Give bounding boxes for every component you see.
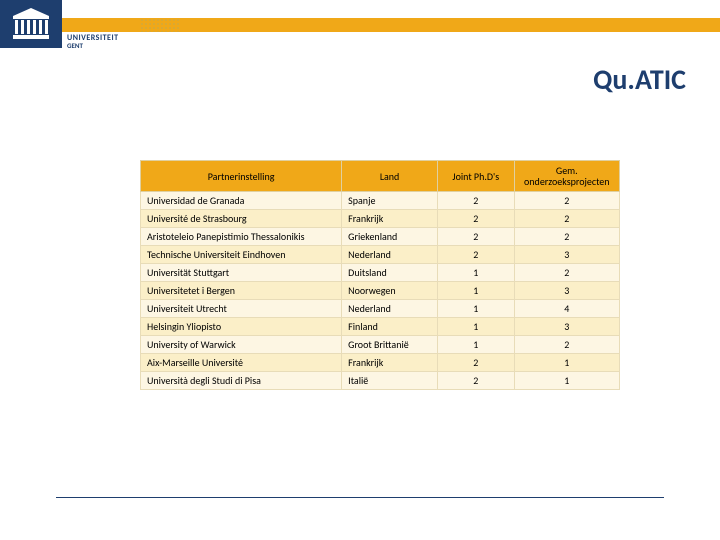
- table-row: Helsingin YliopistoFinland13: [141, 318, 620, 336]
- col-projects: Gem.onderzoeksprojecten: [514, 161, 619, 192]
- table-cell: 2: [514, 210, 619, 228]
- footer-rule: [56, 497, 664, 498]
- table-cell: Griekenland: [342, 228, 438, 246]
- table-cell: Università degli Studi di Pisa: [141, 372, 342, 390]
- table-row: University of WarwickGroot Brittanië12: [141, 336, 620, 354]
- table-cell: Aix-Marseille Université: [141, 354, 342, 372]
- table-cell: Universität Stuttgart: [141, 264, 342, 282]
- page-title: Qu.ATIC: [593, 62, 686, 97]
- logo-badge: [0, 0, 62, 48]
- table-cell: Nederland: [342, 300, 438, 318]
- table-cell: 2: [437, 354, 514, 372]
- table-cell: 2: [437, 372, 514, 390]
- building-icon: [9, 6, 53, 42]
- table-cell: Finland: [342, 318, 438, 336]
- table-row: Universitetet i BergenNoorwegen13: [141, 282, 620, 300]
- table-cell: Noorwegen: [342, 282, 438, 300]
- table-cell: 2: [437, 228, 514, 246]
- table-row: Universiteit UtrechtNederland14: [141, 300, 620, 318]
- table-cell: 2: [437, 192, 514, 210]
- dot-pattern: [140, 18, 180, 32]
- table-row: Université de StrasbourgFrankrijk22: [141, 210, 620, 228]
- table-cell: 1: [437, 264, 514, 282]
- table-cell: Universitetet i Bergen: [141, 282, 342, 300]
- table-cell: Italië: [342, 372, 438, 390]
- partners-table: Partnerinstelling Land Joint Ph.D's Gem.…: [140, 160, 620, 390]
- table-row: Universität StuttgartDuitsland12: [141, 264, 620, 282]
- logo-text: UNIVERSITEIT GENT: [67, 0, 119, 49]
- table-cell: Aristoteleio Panepistimio Thessalonikis: [141, 228, 342, 246]
- table-row: Aristoteleio Panepistimio ThessalonikisG…: [141, 228, 620, 246]
- table-row: Universidad de GranadaSpanje22: [141, 192, 620, 210]
- content: Partnerinstelling Land Joint Ph.D's Gem.…: [140, 160, 620, 390]
- col-partner: Partnerinstelling: [141, 161, 342, 192]
- header: UNIVERSITEIT GENT: [0, 0, 720, 48]
- table-cell: Helsingin Yliopisto: [141, 318, 342, 336]
- table-cell: 1: [437, 282, 514, 300]
- table-cell: 1: [514, 372, 619, 390]
- table-cell: Spanje: [342, 192, 438, 210]
- col-phd: Joint Ph.D's: [437, 161, 514, 192]
- table-cell: 2: [514, 336, 619, 354]
- table-cell: Duitsland: [342, 264, 438, 282]
- table-cell: Université de Strasbourg: [141, 210, 342, 228]
- table-cell: 3: [514, 282, 619, 300]
- table-cell: Frankrijk: [342, 354, 438, 372]
- table-cell: Nederland: [342, 246, 438, 264]
- table-cell: 2: [437, 246, 514, 264]
- table-cell: Groot Brittanië: [342, 336, 438, 354]
- logo: UNIVERSITEIT GENT: [0, 0, 140, 48]
- table-cell: 1: [437, 318, 514, 336]
- table-cell: 3: [514, 246, 619, 264]
- table-cell: Frankrijk: [342, 210, 438, 228]
- table-cell: 2: [514, 228, 619, 246]
- table-row: Technische Universiteit EindhovenNederla…: [141, 246, 620, 264]
- table-cell: Technische Universiteit Eindhoven: [141, 246, 342, 264]
- table-cell: Universiteit Utrecht: [141, 300, 342, 318]
- col-country: Land: [342, 161, 438, 192]
- table-cell: 4: [514, 300, 619, 318]
- table-row: Aix-Marseille UniversitéFrankrijk21: [141, 354, 620, 372]
- table-cell: 1: [437, 336, 514, 354]
- table-header-row: Partnerinstelling Land Joint Ph.D's Gem.…: [141, 161, 620, 192]
- table-cell: 1: [514, 354, 619, 372]
- table-cell: 2: [514, 264, 619, 282]
- table-cell: 1: [437, 300, 514, 318]
- table-row: Università degli Studi di PisaItalië21: [141, 372, 620, 390]
- table-cell: 2: [437, 210, 514, 228]
- table-cell: 3: [514, 318, 619, 336]
- table-cell: 2: [514, 192, 619, 210]
- table-cell: Universidad de Granada: [141, 192, 342, 210]
- table-cell: University of Warwick: [141, 336, 342, 354]
